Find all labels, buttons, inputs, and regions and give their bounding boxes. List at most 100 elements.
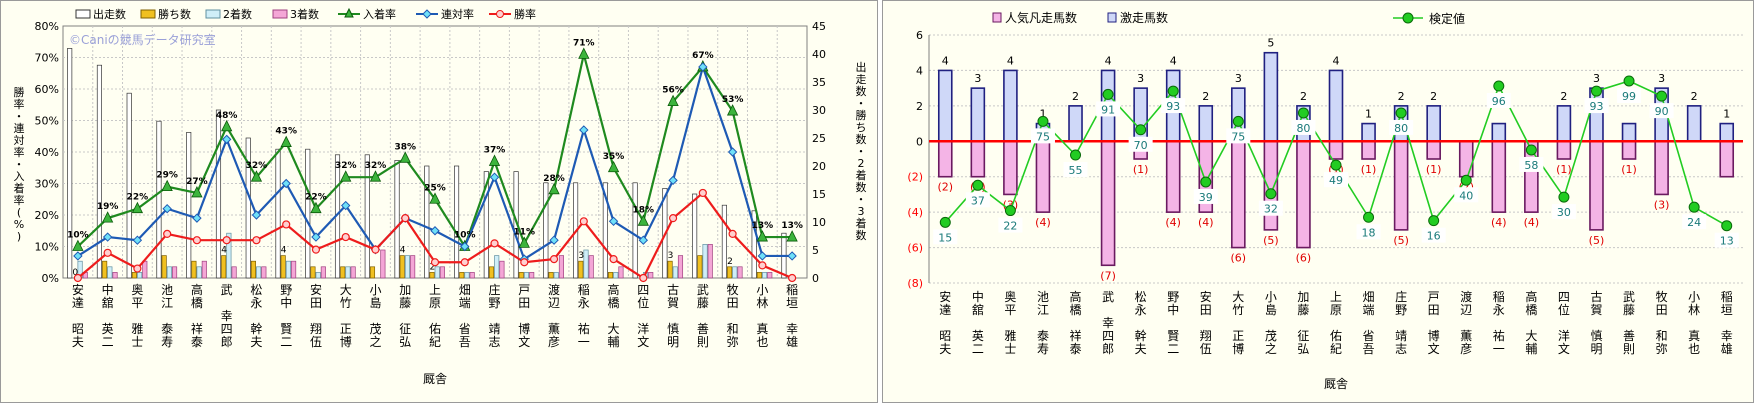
overperform-label: 2 (1202, 90, 1209, 103)
y-tick-label: (8) (907, 277, 923, 290)
score-label-bg (1193, 188, 1218, 204)
bar-underperform (1035, 140, 1051, 213)
y-axis-title-left-char: ( (17, 206, 21, 219)
y-axis-title-right-char: 出 (856, 60, 867, 74)
legend-label: 勝ち数 (158, 7, 191, 21)
category-label-char: 紀 (429, 335, 441, 349)
bar-starts (364, 154, 370, 279)
category-label-char: 稲 (578, 283, 590, 297)
marker-quinella (132, 235, 143, 245)
bar-underperform (1719, 140, 1735, 178)
category-label-char: 弥 (1656, 341, 1668, 356)
category-label-char: 池 (1037, 290, 1049, 304)
category-label-char: 橋 (191, 296, 203, 310)
overperform-label: 2 (1072, 90, 1079, 103)
place-rate-label: 48% (216, 111, 238, 121)
category-label-char: 四 (1102, 329, 1114, 343)
category-label-char: 永 (1493, 303, 1505, 317)
bar-starts (305, 148, 311, 279)
category-label-char: 郎 (221, 335, 233, 349)
bar-second (523, 272, 530, 279)
place-rate-label: 13% (752, 221, 774, 231)
bar-second (434, 266, 440, 279)
bar-wins (667, 260, 673, 279)
marker-place (726, 104, 739, 116)
category-label-char: 洋 (1558, 328, 1570, 343)
overperform-label: 1 (1365, 108, 1372, 121)
marker-score (972, 179, 984, 191)
score-label: 93 (1166, 100, 1180, 113)
win-count-label: 0 (72, 268, 78, 278)
marker-score (1135, 124, 1147, 136)
bar-starts (215, 109, 222, 279)
bar-second (464, 272, 470, 279)
right-tick-label: 25 (812, 132, 826, 145)
place-rate-label: 27% (186, 177, 208, 187)
bar-second (732, 266, 738, 279)
category-label-char: 端 (459, 296, 471, 310)
category-label-char: 江 (161, 296, 173, 310)
overperform-label: 4 (1333, 54, 1340, 67)
legend-label: 激走馬数 (1120, 10, 1168, 25)
score-label-bg (1584, 98, 1609, 114)
marker-quinella (668, 175, 678, 186)
category-label-char: 也 (756, 335, 768, 349)
bar-starts (394, 160, 400, 279)
bar-underperform (1556, 140, 1572, 160)
legend-label: 出走数 (93, 7, 126, 21)
category-label-char: 夫 (72, 335, 84, 349)
bar-third (618, 266, 624, 279)
bar-second (166, 266, 172, 279)
underperform-label: (4) (1198, 216, 1214, 229)
bar-third (588, 255, 594, 279)
category-label-char: 文 (1428, 341, 1440, 356)
category-label-char: 藤 (1623, 303, 1635, 317)
watermark: ©Caniの競馬データ研究室 (69, 32, 216, 47)
place-rate-label: 35% (603, 152, 625, 162)
category-label-char: 正 (340, 322, 352, 336)
bar-wins (399, 255, 405, 279)
left-tick-label: 20% (35, 209, 59, 222)
bar-third (469, 272, 475, 279)
category-label-char: 彦 (1460, 341, 1472, 356)
bar-overperform (1719, 122, 1735, 143)
place-rate-label: 71% (573, 38, 595, 48)
category-label-char: 稲 (1493, 290, 1505, 304)
category-label-char: 薫 (548, 322, 560, 336)
category-label-char: 安 (1200, 289, 1212, 304)
bar-starts (186, 132, 192, 279)
category-label-char: 薫 (1460, 329, 1472, 343)
marker-win (609, 255, 618, 264)
score-label-bg (1291, 119, 1316, 135)
category-label-char: 一 (1493, 342, 1505, 356)
marker-quinella (757, 251, 768, 261)
bar-starts (543, 182, 549, 279)
category-label-char: 島 (369, 295, 381, 310)
marker-score (1656, 90, 1668, 102)
category-label-char: 慎 (667, 322, 679, 336)
category-label-char: 伍 (1200, 342, 1212, 356)
place-rate-label: 19% (97, 202, 119, 212)
bar-overperform (1003, 69, 1018, 143)
category-label-char: 賢 (1167, 329, 1179, 343)
marker-score (1623, 75, 1635, 87)
bar-second (137, 272, 143, 279)
category-label-char: 永 (578, 296, 590, 310)
bar-wins (608, 272, 614, 279)
underperform-label: (4) (1491, 216, 1507, 229)
category-label-char: 大 (340, 283, 352, 297)
category-label-char: 靖 (489, 322, 501, 336)
legend-marker (422, 9, 432, 19)
underperform-label: (5) (1263, 234, 1279, 247)
bar-overperform (1068, 105, 1083, 143)
marker-place (786, 230, 798, 242)
marker-win (788, 273, 797, 283)
right-chart-panel: (8)(6)(4)(2)02464(2)3(2)4(3)1(4)24(7)3(1… (882, 0, 1754, 403)
bar-overperform (1361, 122, 1376, 143)
